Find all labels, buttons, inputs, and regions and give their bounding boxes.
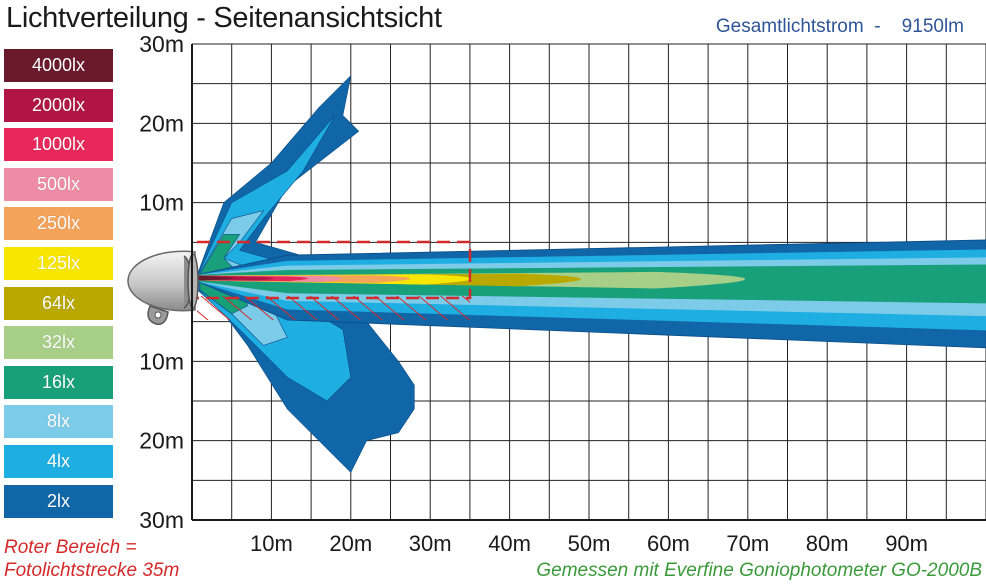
photo-range-hatch (197, 296, 470, 320)
legend-label: 4000lx (31, 55, 86, 75)
x-tick-labels: 10m 20m 30m 40m 50m 60m 70m 80m 90m (250, 531, 928, 556)
legend-label: 64lx (41, 292, 76, 313)
legend-item-500lx: 500lx (4, 167, 113, 201)
photo-range-dashed-box (197, 240, 472, 300)
photo-light-range-area (197, 240, 472, 320)
beam-contours (196, 74, 986, 473)
x-tick-label: 90m (885, 531, 928, 556)
legend-item-4lx: 4lx (4, 444, 113, 478)
x-tick-label: 10m (250, 531, 293, 556)
x-tick-label: 30m (409, 531, 452, 556)
total-flux-label: Gesamtlichtstrom - 9150lm (715, 16, 964, 37)
red-area-note-line1: Roter Bereich = (4, 537, 137, 558)
x-tick-label: 50m (568, 531, 611, 556)
legend-label: 125lx (36, 252, 81, 273)
legend-item-1000lx: 1000lx (4, 128, 113, 162)
y-tick-label: 30m (139, 507, 184, 533)
beam-contour-4000lx (196, 275, 233, 281)
legend-item-2lx: 2lx (4, 484, 113, 518)
x-tick-label: 80m (806, 531, 849, 556)
red-area-note-line2: Fotolichtstrecke 35m (4, 560, 180, 581)
x-tick-label: 20m (329, 531, 372, 556)
legend-item-64lx: 64lx (4, 286, 113, 320)
legend-item-125lx: 125lx (4, 246, 113, 280)
y-tick-label: 20m (139, 428, 184, 454)
legend-item-32lx: 32lx (4, 326, 113, 360)
x-tick-label: 70m (726, 531, 769, 556)
legend: 4000lx 2000lx 1000lx 500lx 250lx 125lx 6… (4, 49, 113, 524)
y-tick-label: 10m (139, 190, 184, 216)
legend-label: 16lx (41, 371, 76, 392)
red-area-note: Roter Bereich = Fotolichtstrecke 35m (4, 536, 179, 582)
legend-label: 4lx (46, 450, 70, 471)
y-tick-label: 30m (139, 31, 184, 57)
legend-item-16lx: 16lx (4, 365, 113, 399)
legend-label: 1000lx (31, 134, 86, 155)
y-tick-label: 20m (139, 110, 184, 136)
legend-label: 32lx (41, 332, 76, 353)
legend-label: 8lx (46, 411, 70, 432)
x-tick-label: 60m (647, 531, 690, 556)
legend-item-250lx: 250lx (4, 207, 113, 241)
lamp-icon (127, 250, 199, 325)
chart-title: Lichtverteilung - Seitenansichtsicht (6, 2, 442, 34)
legend-label: 2lx (46, 490, 70, 511)
legend-item-2000lx: 2000lx (4, 88, 113, 122)
y-tick-labels: 30m 20m 10m 10m 20m 30m (139, 31, 184, 533)
legend-item-8lx: 8lx (4, 405, 113, 439)
y-tick-label: 10m (139, 348, 184, 374)
x-tick-label: 40m (488, 531, 531, 556)
legend-label: 500lx (36, 173, 81, 194)
legend-item-4000lx: 4000lx (4, 49, 113, 82)
measurement-note: Gemessen mit Everfine Goniophotometer GO… (536, 560, 982, 581)
legend-label: 2000lx (31, 94, 86, 115)
legend-label: 250lx (36, 213, 81, 234)
